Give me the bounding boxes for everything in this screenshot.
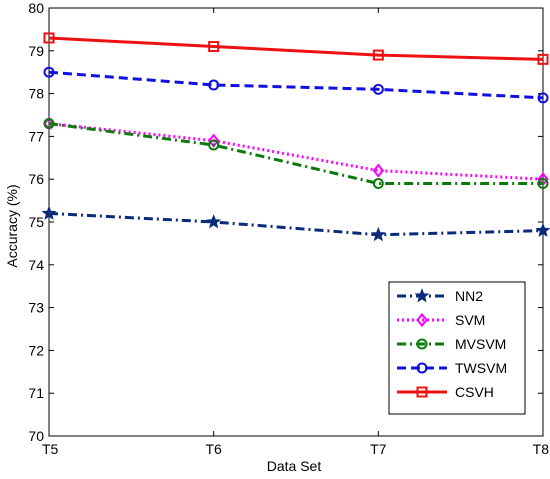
series-line-twsvm xyxy=(48,70,544,100)
data-point-csvh-t7 xyxy=(372,49,384,61)
data-point-twsvm-t6 xyxy=(208,79,220,91)
data-point-nn2-t5 xyxy=(41,205,57,220)
data-point-svm-t7 xyxy=(372,163,385,178)
series-line-nn2 xyxy=(48,211,544,237)
legend-label-mvsvm: MVSVM xyxy=(455,336,506,352)
x-tick-label-t6: T6 xyxy=(205,441,222,457)
data-point-mvsvm-t5 xyxy=(43,118,55,130)
x-tick-label-t5: T5 xyxy=(42,441,59,457)
y-tick-label-79: 79 xyxy=(28,43,44,59)
y-tick-label-76: 76 xyxy=(28,171,44,187)
data-point-mvsvm-t6 xyxy=(208,139,220,151)
series-line-csvh xyxy=(48,36,544,61)
data-point-mvsvm-t7 xyxy=(372,177,384,189)
legend-label-svm: SVM xyxy=(455,312,485,328)
x-tick-label-t8: T8 xyxy=(533,441,550,457)
y-tick-label-73: 73 xyxy=(28,300,44,316)
legend-marker-nn2 xyxy=(414,288,430,303)
data-point-twsvm-t7 xyxy=(372,83,384,95)
data-point-mvsvm-t8 xyxy=(537,177,549,189)
data-point-twsvm-t5 xyxy=(43,66,55,78)
y-tick-label-77: 77 xyxy=(28,128,44,144)
data-point-nn2-t8 xyxy=(535,222,550,237)
y-tick-label-75: 75 xyxy=(28,214,44,230)
legend-marker-svm xyxy=(416,312,428,328)
y-tick-label-74: 74 xyxy=(28,257,44,273)
y-tick-label-70: 70 xyxy=(28,428,44,444)
legend-marker-twsvm xyxy=(416,362,428,374)
y-tick-label-80: 80 xyxy=(28,0,44,16)
legend-marker-mvsvm xyxy=(416,338,428,350)
x-tick-label-t7: T7 xyxy=(370,441,387,457)
y-tick-label-78: 78 xyxy=(28,86,44,102)
y-tick-label-71: 71 xyxy=(28,385,44,401)
data-point-nn2-t6 xyxy=(206,214,222,229)
legend-label-twsvm: TWSVM xyxy=(455,360,507,376)
data-point-twsvm-t8 xyxy=(537,92,549,104)
legend-label-csvh: CSVH xyxy=(455,384,494,400)
y-tick-label-72: 72 xyxy=(28,342,44,358)
legend-label-nn2: NN2 xyxy=(455,288,483,304)
data-point-csvh-t8 xyxy=(537,53,549,65)
data-point-csvh-t6 xyxy=(208,41,220,53)
series-line-mvsvm xyxy=(48,122,543,185)
series-line-svm xyxy=(48,122,544,181)
x-axis-title: Data Set xyxy=(267,458,322,474)
data-point-nn2-t7 xyxy=(370,226,386,242)
y-axis-title: Accuracy (%) xyxy=(4,184,20,267)
legend-marker-csvh xyxy=(416,386,428,398)
data-point-csvh-t5 xyxy=(43,32,55,44)
